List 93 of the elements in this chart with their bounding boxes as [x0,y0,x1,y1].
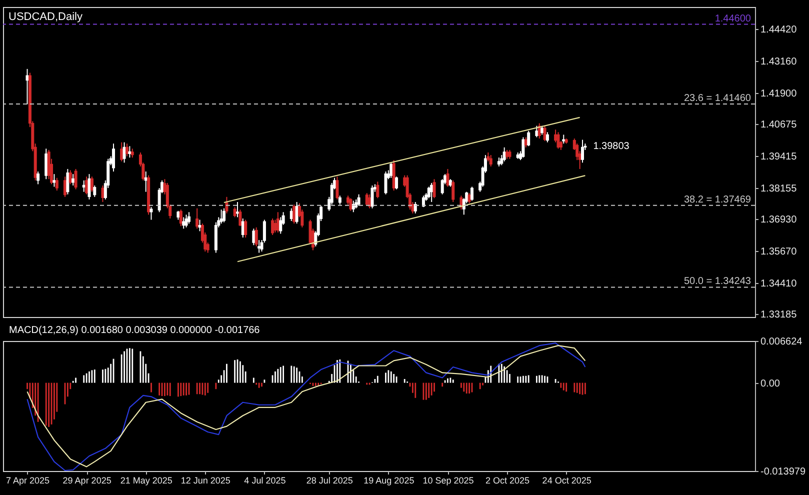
ref-line-label: 1.44600 [714,13,752,24]
candlestick [292,204,296,224]
candlestick [233,206,236,218]
candlestick [390,162,393,178]
chart-title: MACD(12,26,9) 0.001680 0.003039 0.000000 -0.001766 [9,325,260,336]
annotation: 1.39803 [593,141,630,152]
candlestick [252,228,256,246]
candlestick [44,148,48,180]
y-tick-label: 1.44420 [760,24,798,36]
candlestick [274,219,277,233]
candlestick [384,171,388,195]
candlestick [543,125,546,142]
candlestick [349,198,352,212]
candlestick [522,136,525,158]
candlestick [489,154,492,167]
ref-line-label: 50.0 = 1.34243 [684,276,752,288]
candlestick [254,226,258,247]
candlestick [68,170,72,185]
candlestick [55,177,58,192]
x-tick-label: 29 Apr 2025 [62,476,112,486]
candlestick [295,201,298,224]
candlestick [271,218,274,236]
y-tick-label: 1.40675 [760,119,798,130]
candlestick [468,192,471,204]
candlestick [414,201,417,214]
candlestick [581,139,584,164]
candlestick [196,208,199,230]
candlestick [357,194,360,206]
y-tick-label: 1.35670 [760,246,798,258]
candlestick [93,184,96,198]
candlestick [128,146,132,158]
y-tick-label: 1.33185 [760,310,798,321]
chart-title: USDCAD,Daily [8,11,83,23]
candlestick [222,208,226,223]
x-tick-label: 19 Aug 2025 [364,476,414,486]
candlestick [182,216,186,230]
candlestick [120,142,124,162]
y-tick-label: 1.34410 [760,278,798,290]
y-tick-label: 1.41900 [760,88,798,100]
candlestick [452,180,455,202]
candlestick [470,186,474,202]
candlestick [47,149,50,180]
y-tick-label: 1.39415 [760,151,798,162]
candlestick [502,146,506,162]
candlestick [556,132,560,150]
candlestick [90,176,94,192]
y-tick-label: 1.36930 [760,214,798,226]
candlestick [370,184,374,209]
y-tick-label: -0.013979 [760,466,806,478]
candlestick [365,192,368,206]
candlestick [376,181,380,199]
candlestick [26,68,29,105]
y-tick-label: 0.00 [760,378,780,390]
candlestick [125,143,128,157]
candlestick [74,168,78,190]
x-tick-label: 2 Oct 2025 [486,476,530,486]
candlestick [244,219,248,238]
candlestick [446,168,450,188]
candlestick [258,240,261,254]
x-tick-label: 10 Sep 2025 [422,476,474,486]
y-tick-label: 1.38155 [760,183,798,194]
candlestick [427,186,430,199]
candlestick [535,125,538,138]
x-tick-label: 4 Jul 2025 [244,476,286,486]
candlestick [36,171,40,185]
candlestick [238,209,242,227]
candlestick [432,178,436,199]
candlestick [122,142,126,164]
candlestick [546,132,549,143]
candlestick [220,209,223,224]
x-tick-label: 24 Oct 2025 [542,476,592,486]
candlestick [112,143,116,172]
y-tick-label: 1.43160 [760,56,798,68]
ref-line-label: 38.2 = 1.37469 [684,194,752,206]
candlestick [336,176,339,200]
x-tick-label: 21 May 2025 [120,476,172,486]
candlestick [184,214,188,228]
candlestick [187,212,190,224]
candlestick [150,206,153,220]
candlestick [395,176,398,190]
candlestick [527,130,530,147]
candlestick [88,174,91,200]
x-tick-label: 12 Jun 2025 [180,476,230,486]
candlestick [225,196,228,214]
candlestick [52,174,56,188]
x-tick-label: 7 Apr 2025 [6,476,50,486]
candlestick [66,168,70,195]
candlestick [179,209,182,227]
x-tick-label: 28 Jul 2025 [306,476,353,486]
candlestick [198,219,202,232]
candlestick [101,184,104,202]
ref-line-label: 23.6 = 1.41460 [684,92,752,104]
y-tick-label: 0.006624 [760,336,803,348]
